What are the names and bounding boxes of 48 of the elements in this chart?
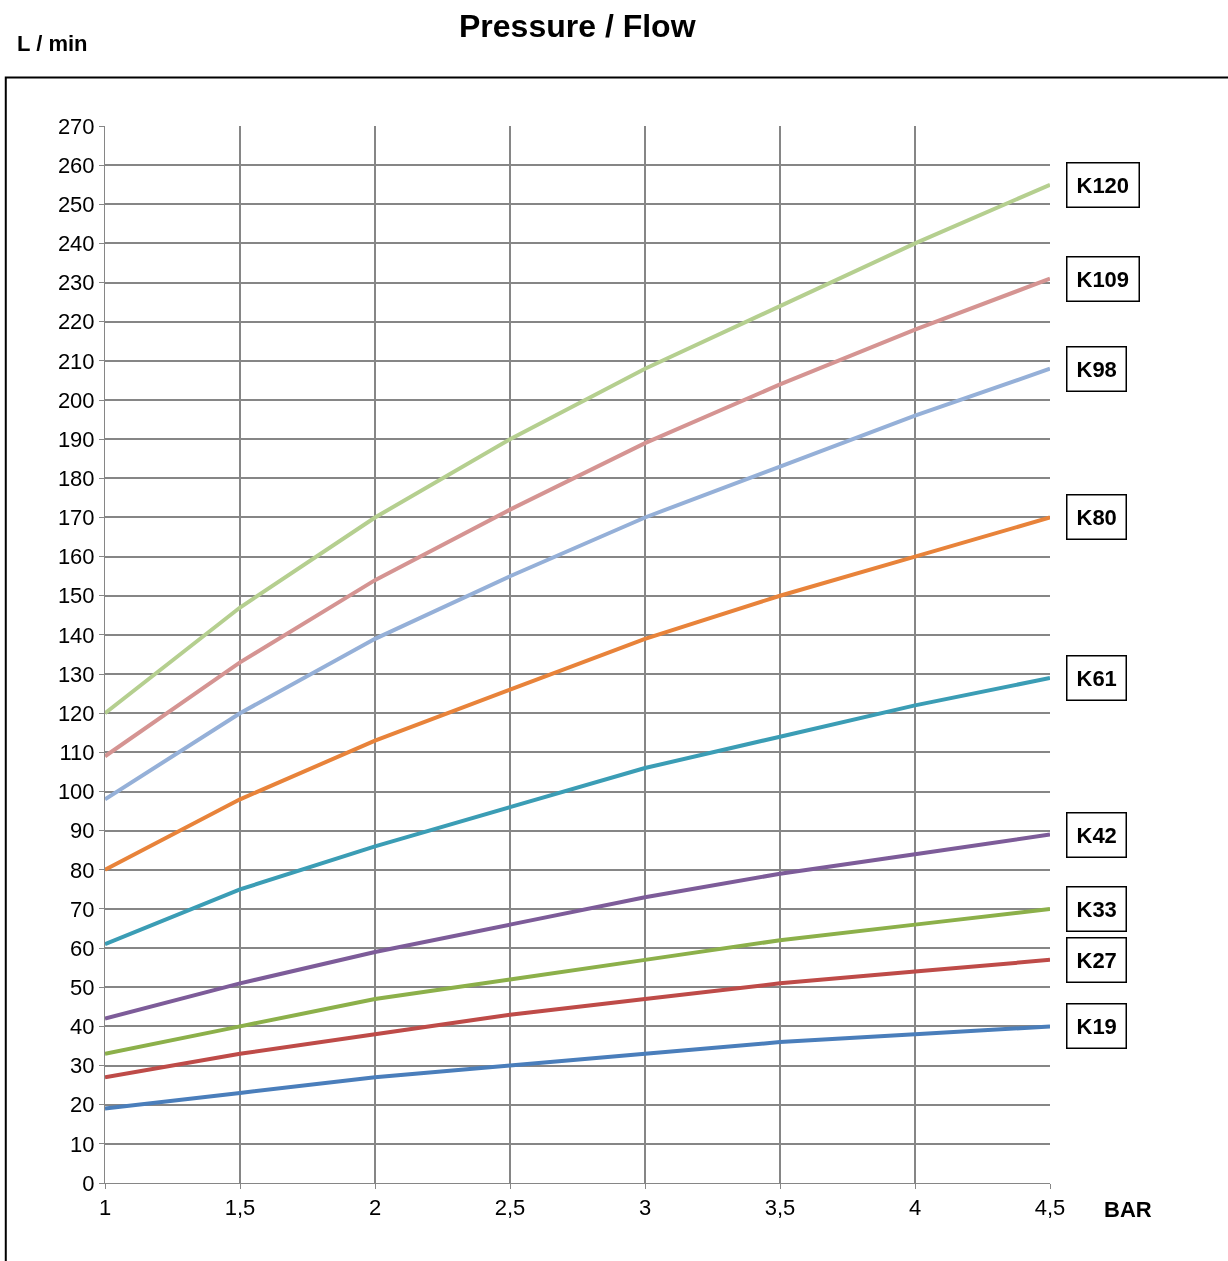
series-label: K120 (1076, 172, 1130, 198)
y-tick-label: 180 (57, 466, 95, 492)
y-tick-label: 210 (57, 348, 95, 374)
y-tick-label: 270 (57, 113, 95, 139)
x-axis-title: BAR (1104, 1197, 1152, 1222)
y-tick-label: 260 (57, 152, 95, 178)
y-tick-label: 200 (57, 387, 95, 413)
series-label: K42 (1076, 822, 1117, 848)
y-tick-label: 150 (57, 583, 95, 609)
y-tick-label: 110 (59, 740, 95, 766)
y-tick-label: 50 (70, 974, 95, 1000)
y-tick-label: 30 (70, 1053, 95, 1079)
y-tick-label: 100 (57, 779, 95, 805)
y-tick-label: 60 (70, 935, 95, 961)
y-tick-label: 140 (57, 622, 95, 648)
series-label: K19 (1076, 1013, 1117, 1039)
x-tick-label: 4,5 (1034, 1195, 1066, 1221)
y-tick-label: 70 (70, 896, 95, 922)
x-tick-label: 2,5 (494, 1195, 526, 1221)
series-label: K33 (1076, 896, 1117, 922)
x-tick-label: 4 (908, 1195, 922, 1221)
series-label: K98 (1076, 356, 1117, 382)
y-tick-label: 250 (57, 192, 95, 217)
x-tick-label: 3 (638, 1195, 652, 1221)
y-tick-label: 40 (70, 1014, 95, 1040)
y-tick-label: 90 (70, 818, 95, 844)
y-tick-label: 20 (70, 1092, 95, 1118)
series-label: K27 (1076, 947, 1117, 973)
x-tick-label: 3,5 (764, 1195, 796, 1221)
x-tick-label: 1,5 (224, 1195, 256, 1221)
chart-title: Pressure / Flow (459, 8, 696, 44)
y-tick-label: 0 (82, 1170, 95, 1196)
series-label: K80 (1076, 504, 1117, 530)
y-tick-label: 160 (57, 544, 95, 570)
y-tick-label: 130 (57, 661, 95, 687)
y-tick-label: 10 (70, 1131, 95, 1157)
x-tick-label: 1 (98, 1195, 112, 1221)
y-tick-label: 220 (57, 309, 95, 335)
series-label: K109 (1076, 266, 1130, 292)
y-axis-title: L / min (17, 31, 88, 56)
y-tick-label: 80 (70, 857, 95, 883)
y-tick-label: 240 (57, 231, 95, 257)
y-tick-label: 190 (57, 426, 95, 452)
x-tick-label: 2 (368, 1195, 382, 1221)
y-tick-label: 230 (57, 270, 95, 296)
y-tick-label: 120 (57, 700, 95, 726)
series-label: K61 (1076, 665, 1117, 691)
y-tick-label: 170 (57, 505, 95, 531)
